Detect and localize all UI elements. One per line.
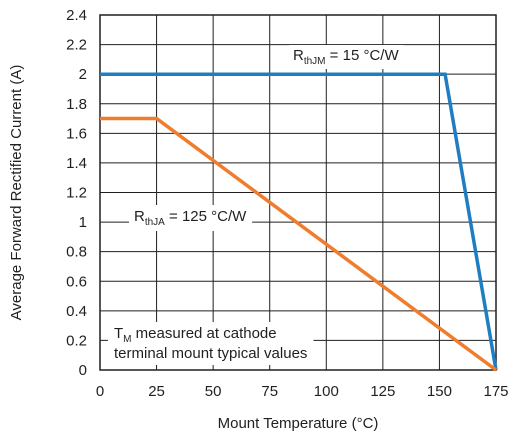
rthja-sub: thJA bbox=[145, 217, 165, 228]
y-tick-label: 2.4 bbox=[66, 7, 87, 24]
rthjm-sub: thJM bbox=[304, 56, 326, 67]
note-line-1-rest: measured at cathode bbox=[132, 325, 277, 342]
y-tick-label: 2.2 bbox=[66, 37, 87, 54]
tick-labels: 0 25 50 75 100 125 150 175 0 0.2 0.4 0.6 0.8 1 1.2 1.4 1… bbox=[66, 7, 508, 400]
y-tick-label: 0.8 bbox=[66, 244, 87, 261]
series-line-rthjm bbox=[100, 72, 498, 371]
y-tick-label: 0 bbox=[79, 362, 87, 379]
y-tick-label: 0.4 bbox=[66, 303, 87, 320]
y-tick-label: 1.4 bbox=[66, 155, 87, 172]
x-tick-label: 100 bbox=[314, 383, 339, 400]
note-line-1-sub: M bbox=[123, 334, 131, 345]
rthjm-annotation: RthJM = 15 °C/W bbox=[293, 47, 399, 67]
note-background bbox=[108, 322, 314, 365]
rthja-rest: = 125 °C/W bbox=[165, 208, 247, 225]
rthjm-label-background bbox=[289, 45, 404, 69]
rthja-label-background bbox=[129, 205, 253, 231]
series-line-rthja bbox=[100, 116, 498, 372]
y-tick-label: 1.2 bbox=[66, 185, 87, 202]
y-tick-label: 1.8 bbox=[66, 96, 87, 113]
y-tick-label: 1 bbox=[79, 214, 87, 231]
y-tick-label: 1.6 bbox=[66, 125, 87, 142]
x-tick-label: 25 bbox=[148, 383, 165, 400]
note-line-2: terminal mount typical values bbox=[114, 345, 307, 362]
x-tick-label: 175 bbox=[483, 383, 508, 400]
x-tick-label: 50 bbox=[205, 383, 222, 400]
y-tick-label: 0.6 bbox=[66, 273, 87, 290]
y-axis-label: Average Forward Rectified Current (A) bbox=[8, 65, 25, 321]
y-tick-label: 2 bbox=[79, 66, 87, 83]
x-axis-label: Mount Temperature (°C) bbox=[218, 415, 379, 432]
x-tick-label: 0 bbox=[96, 383, 104, 400]
x-tick-label: 125 bbox=[370, 383, 395, 400]
x-tick-label: 75 bbox=[261, 383, 278, 400]
rthja-main: R bbox=[134, 208, 145, 225]
x-tick-label: 150 bbox=[427, 383, 452, 400]
rthja-annotation: RthJA = 125 °C/W bbox=[134, 208, 247, 228]
rthjm-main: R bbox=[293, 47, 304, 64]
note-line-1-main: T bbox=[114, 325, 123, 342]
note-line-1: TM measured at cathode bbox=[114, 325, 277, 345]
plot-frame bbox=[99, 14, 497, 371]
rthjm-rest: = 15 °C/W bbox=[326, 47, 400, 64]
series-layer bbox=[100, 72, 498, 372]
y-tick-label: 0.2 bbox=[66, 332, 87, 349]
annotations: RthJM = 15 °C/W RthJA = 125 °C/W TM meas… bbox=[108, 45, 404, 365]
